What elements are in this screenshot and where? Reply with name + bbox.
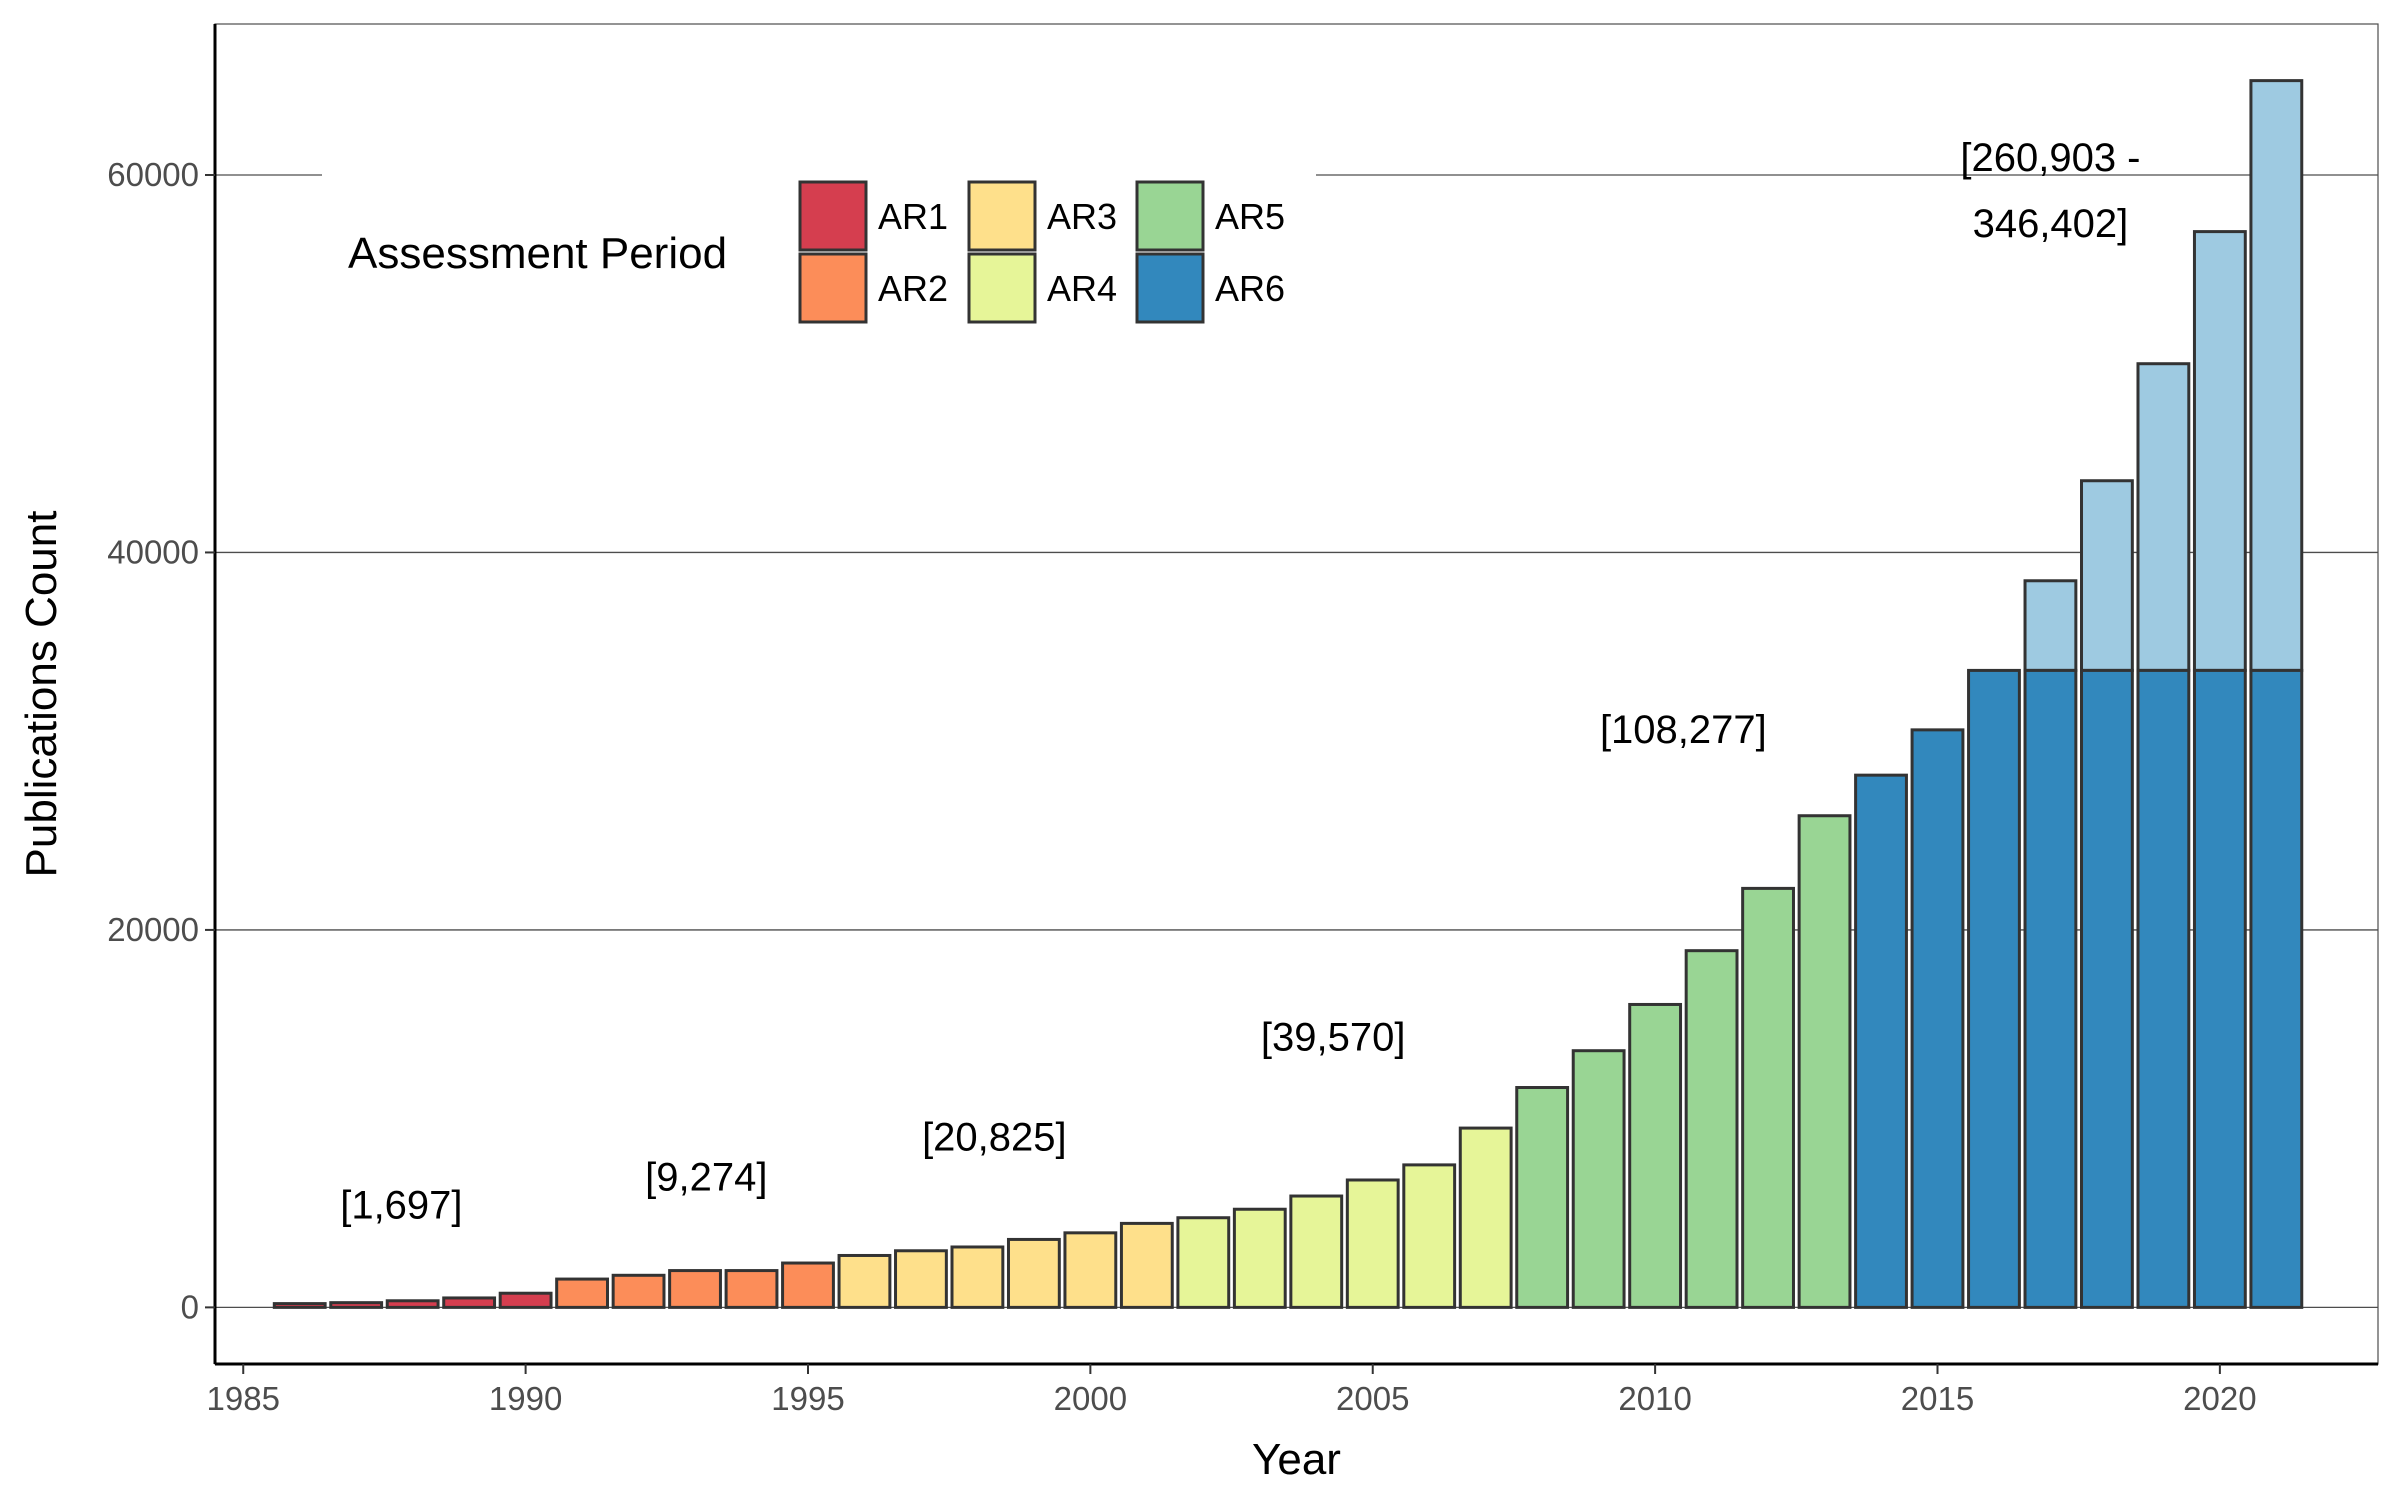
bar-2000 xyxy=(1063,1231,1118,1309)
y-tick-label: 40000 xyxy=(107,533,199,570)
bar-2006 xyxy=(1402,1163,1457,1309)
y-axis-title: Publications Count xyxy=(17,511,66,878)
bar-1989 xyxy=(442,1296,497,1309)
y-tick-label: 60000 xyxy=(107,156,199,193)
bar-2009 xyxy=(1571,1049,1626,1309)
legend-key-ar5 xyxy=(1135,180,1205,252)
bar-1993 xyxy=(668,1269,722,1309)
bar-projection-2021 xyxy=(2249,79,2304,672)
x-tick-label: 1995 xyxy=(771,1380,844,1417)
bar-2008 xyxy=(1515,1086,1570,1309)
bar-1990 xyxy=(498,1291,553,1309)
bar-projection-2019 xyxy=(2136,362,2191,672)
x-axis-title: Year xyxy=(1252,1435,1341,1484)
bar-1998 xyxy=(950,1245,1005,1309)
bar-2002 xyxy=(1176,1216,1231,1309)
legend-label-ar4: AR4 xyxy=(1047,268,1117,309)
legend-key-ar1 xyxy=(798,180,868,252)
y-tick-label: 20000 xyxy=(107,911,199,948)
x-tick-label: 2000 xyxy=(1054,1380,1127,1417)
bar-2016 xyxy=(1967,668,2021,1309)
period-total-label: [39,570] xyxy=(1261,1016,1406,1060)
x-tick-label: 1990 xyxy=(489,1380,562,1417)
bar-1992 xyxy=(611,1273,666,1309)
period-total-label: [260,903 - xyxy=(1960,136,2140,180)
legend-label-ar1: AR1 xyxy=(878,196,948,237)
bar-2013 xyxy=(1797,814,1852,1309)
legend-key-ar4 xyxy=(967,252,1037,324)
period-total-label: [20,825] xyxy=(922,1116,1067,1160)
bar-2012 xyxy=(1741,886,1795,1309)
x-tick-label: 2005 xyxy=(1336,1380,1409,1417)
bar-1997 xyxy=(894,1249,948,1309)
bar-2015 xyxy=(1910,728,1965,1309)
bar-1987 xyxy=(329,1301,384,1309)
bar-2017 xyxy=(2023,668,2078,1309)
bar-projection-2017 xyxy=(2023,579,2078,672)
bar-2019 xyxy=(2136,668,2191,1309)
bar-projection-2018 xyxy=(2080,479,2134,672)
legend-label-ar6: AR6 xyxy=(1215,268,1285,309)
bar-1994 xyxy=(724,1269,779,1309)
bar-2014 xyxy=(1854,773,1908,1309)
bar-1995 xyxy=(781,1261,835,1309)
bar-1999 xyxy=(1006,1237,1061,1309)
legend-key-ar3 xyxy=(967,180,1037,252)
bar-2010 xyxy=(1628,1002,1683,1309)
bar-1996 xyxy=(837,1253,892,1309)
bar-2020 xyxy=(2192,668,2247,1309)
legend-title: Assessment Period xyxy=(348,229,727,278)
x-tick-label: 1985 xyxy=(207,1380,280,1417)
bar-2005 xyxy=(1345,1178,1400,1309)
legend-label-ar3: AR3 xyxy=(1047,196,1117,237)
legend-label-ar2: AR2 xyxy=(878,268,948,309)
bar-projection-2020 xyxy=(2192,230,2247,672)
bar-1988 xyxy=(385,1299,440,1309)
period-total-label: [9,274] xyxy=(645,1155,767,1199)
x-tick-label: 2020 xyxy=(2183,1380,2256,1417)
period-total-label: [1,697] xyxy=(340,1184,462,1228)
bar-2011 xyxy=(1684,949,1739,1309)
bar-1986 xyxy=(272,1302,327,1309)
bar-2003 xyxy=(1232,1207,1287,1309)
bar-2004 xyxy=(1289,1194,1344,1309)
period-total-label: [108,277] xyxy=(1600,708,1767,752)
period-total-label: 346,402] xyxy=(1973,202,2129,246)
y-tick-label: 0 xyxy=(181,1288,199,1325)
bar-2007 xyxy=(1458,1126,1513,1309)
x-tick-label: 2015 xyxy=(1901,1380,1974,1417)
bar-1991 xyxy=(555,1277,610,1309)
legend-label-ar5: AR5 xyxy=(1215,196,1285,237)
legend-key-ar2 xyxy=(798,252,868,324)
x-tick-label: 2010 xyxy=(1618,1380,1691,1417)
bar-2021 xyxy=(2249,668,2304,1309)
bar-2018 xyxy=(2080,668,2134,1309)
bar-2001 xyxy=(1119,1221,1174,1309)
legend-key-ar6 xyxy=(1135,252,1205,324)
